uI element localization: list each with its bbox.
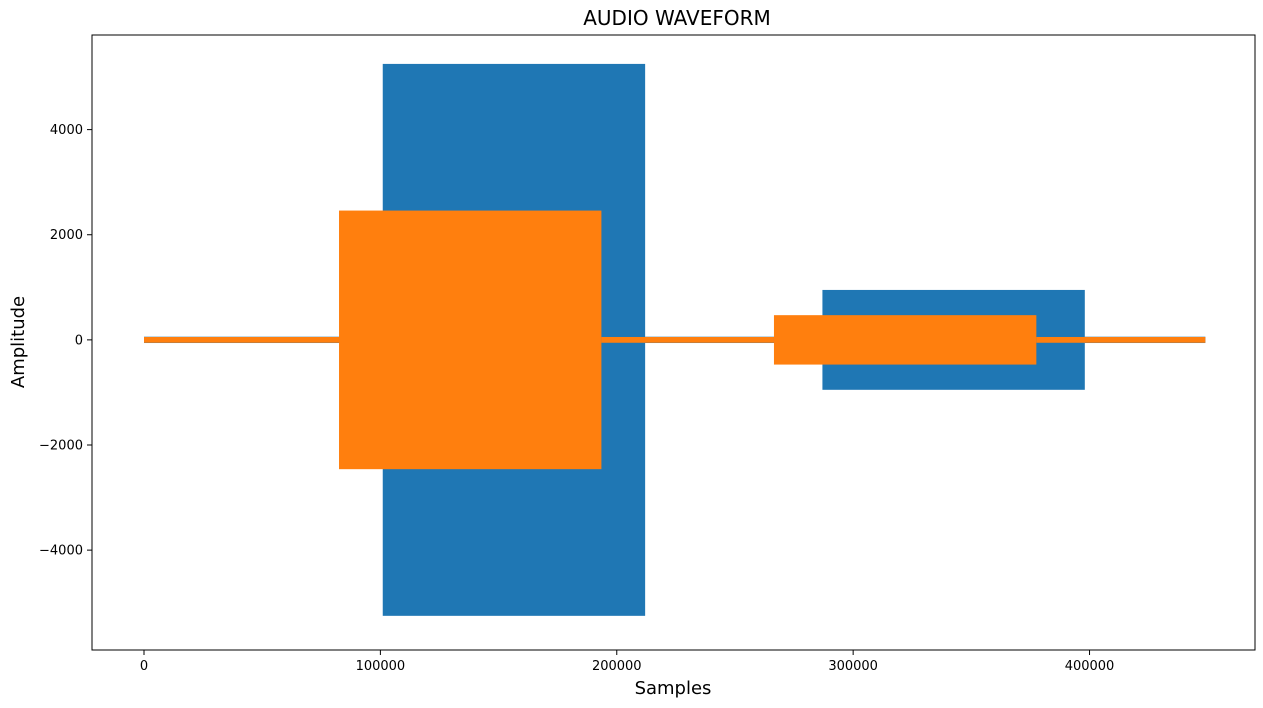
x-axis-label: Samples xyxy=(635,678,712,699)
y-tick-label: 2000 xyxy=(50,228,83,243)
series-2-segment-5 xyxy=(1036,336,1206,343)
series-layer xyxy=(144,63,1206,616)
x-tick-label: 400000 xyxy=(1065,659,1115,674)
x-tick-label: 100000 xyxy=(356,659,406,674)
x-tick-label: 200000 xyxy=(592,659,642,674)
y-tick-label: −4000 xyxy=(39,544,83,559)
x-tick-label: 300000 xyxy=(828,659,878,674)
series-2-segment-2 xyxy=(339,210,602,470)
y-tick-label: −2000 xyxy=(39,439,83,454)
x-axis-ticks: 0 100000 200000 300000 400000 xyxy=(140,650,1114,674)
series-2-segment-4 xyxy=(773,315,1037,365)
y-tick-label: 4000 xyxy=(50,123,83,138)
plot-frame xyxy=(91,34,1256,651)
y-tick-label: 0 xyxy=(75,333,83,348)
series-2 xyxy=(144,210,1206,470)
chart-title: AUDIO WAVEFORM xyxy=(583,6,771,30)
y-axis-ticks: −4000 −2000 0 2000 4000 xyxy=(39,123,92,559)
series-2-segment-3 xyxy=(601,336,774,343)
series-2-segment-1 xyxy=(144,336,340,343)
y-axis-label: Amplitude xyxy=(8,296,29,388)
x-tick-label: 0 xyxy=(140,659,148,674)
